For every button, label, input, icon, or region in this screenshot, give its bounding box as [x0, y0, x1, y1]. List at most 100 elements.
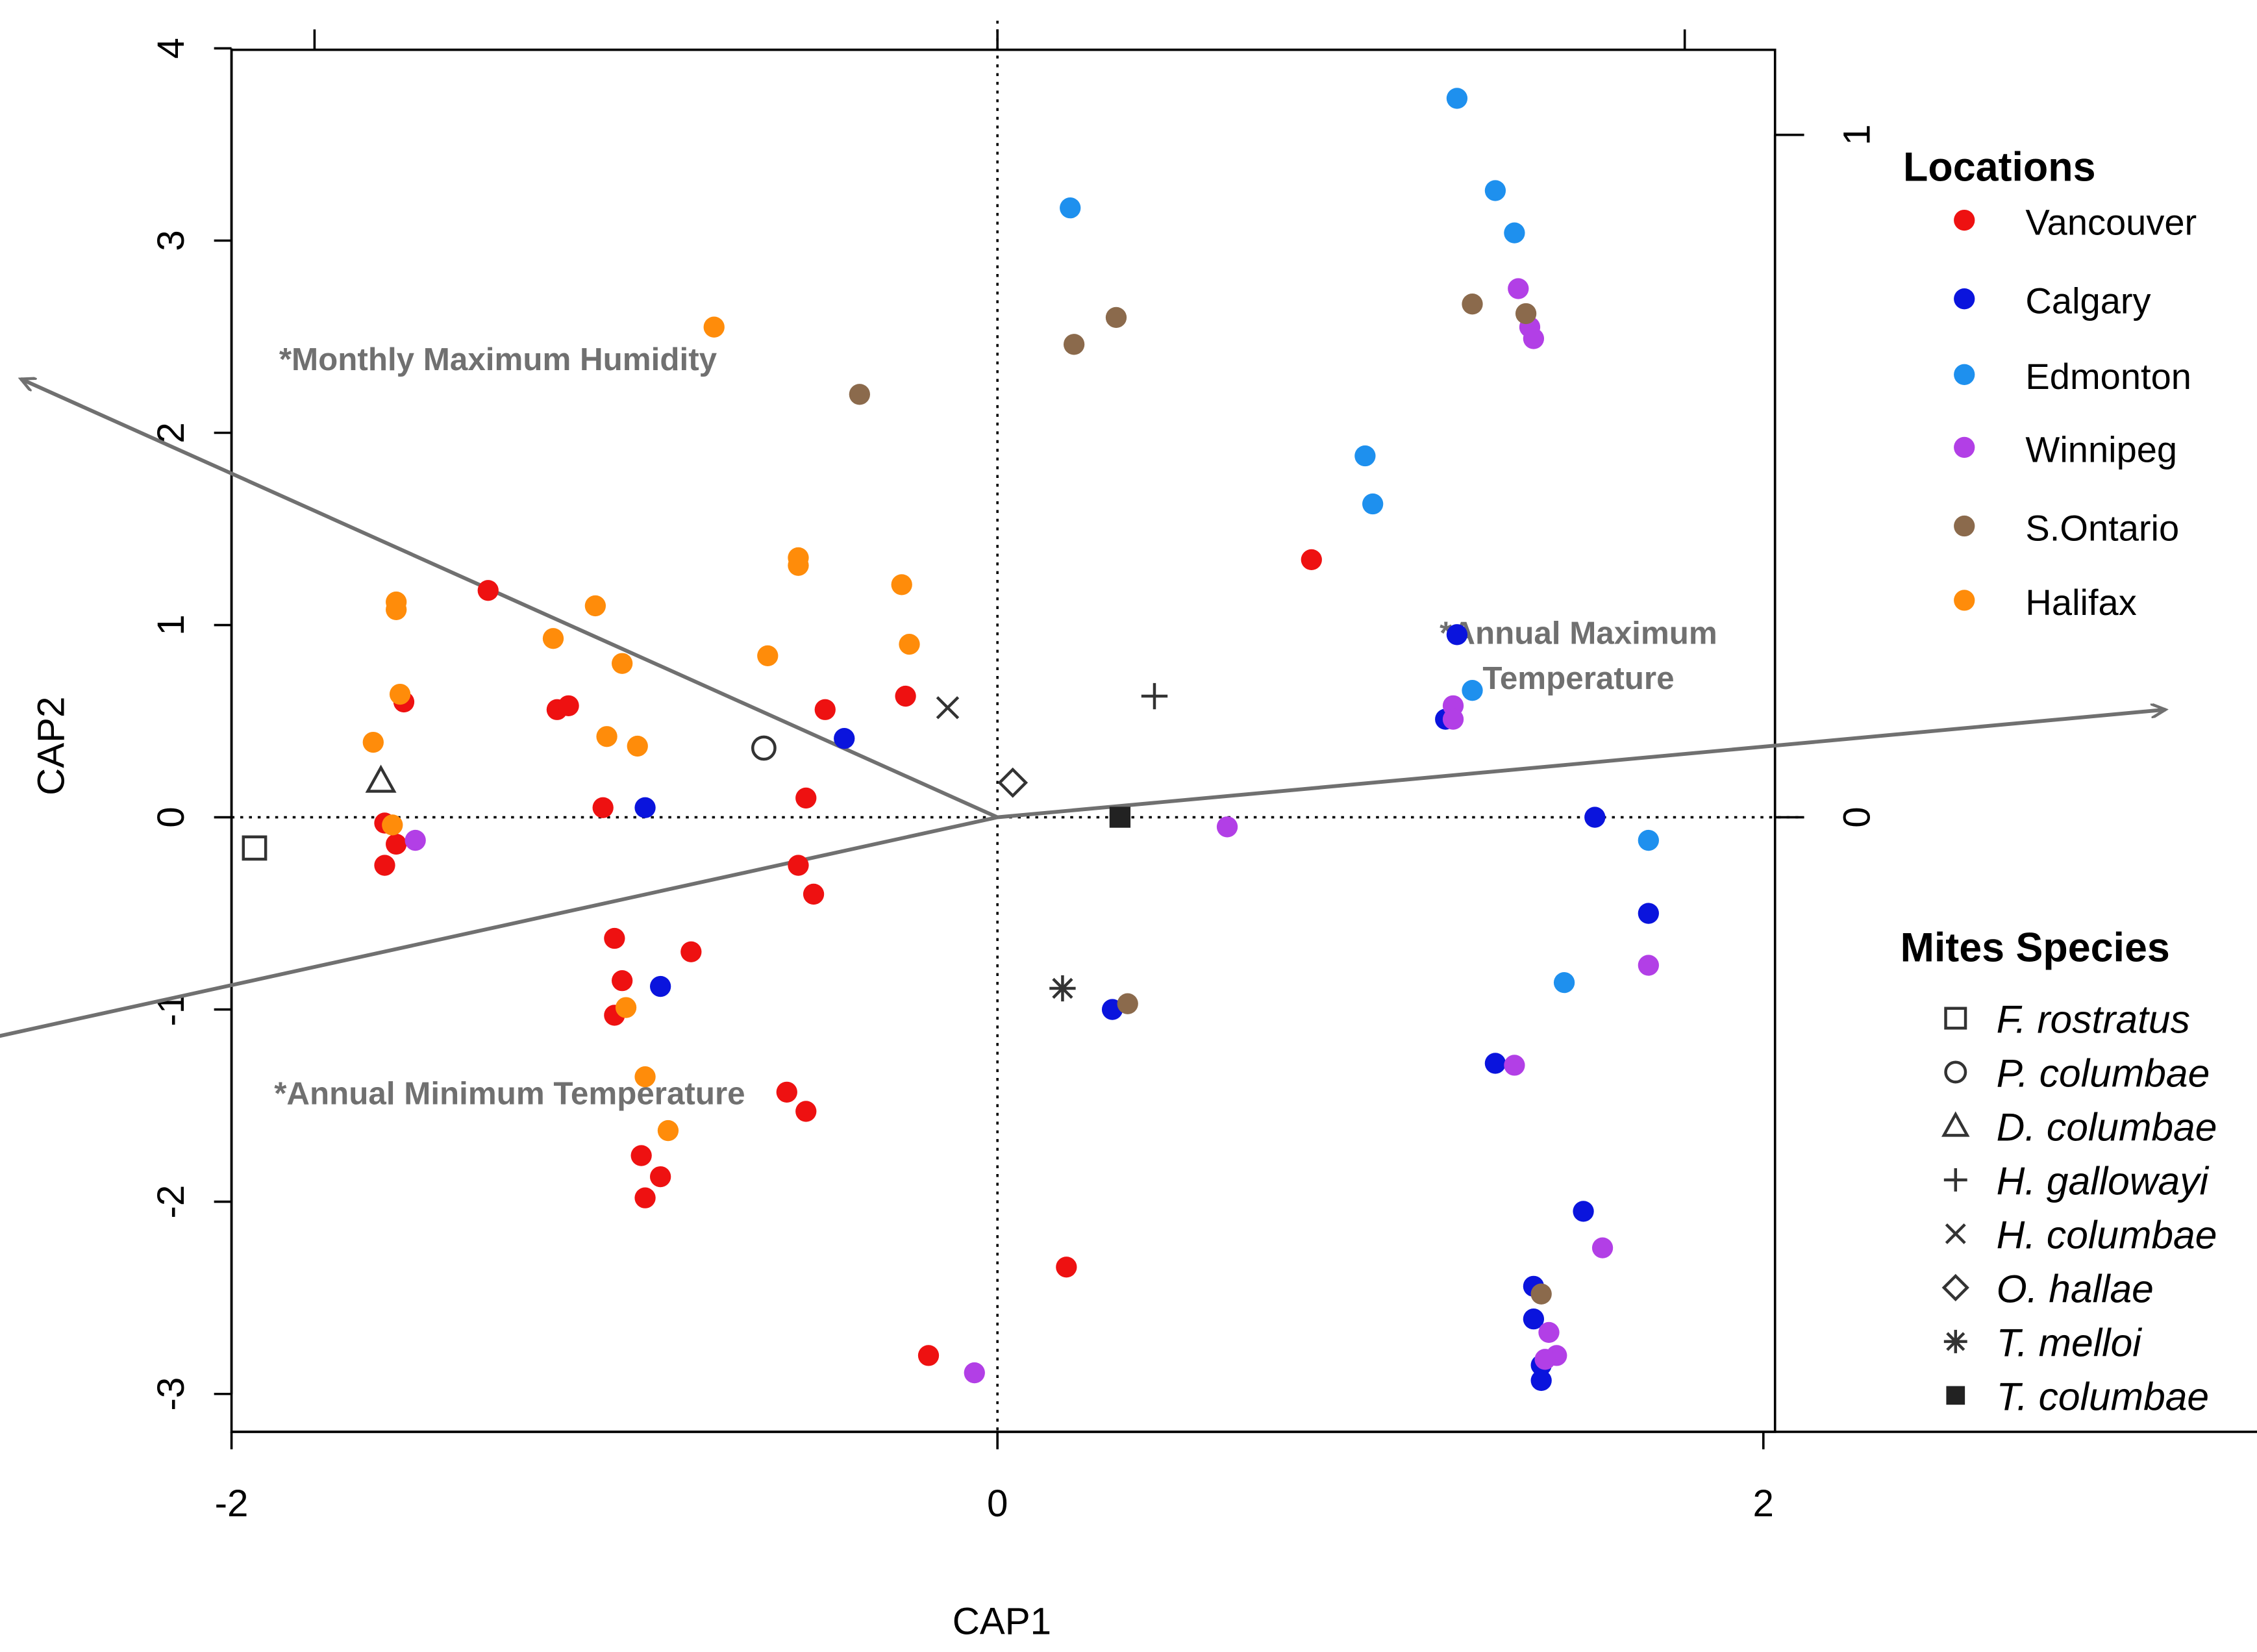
y-axis-label: CAP2: [31, 697, 73, 795]
point-vancouver: [895, 685, 916, 707]
legend-marker-d-columbae: [1941, 1111, 1970, 1137]
vector-label-line: *Monthly Maximum Humidity: [279, 342, 717, 377]
point-winnipeg: [1523, 328, 1545, 349]
point-s-ontario: [1515, 303, 1537, 325]
x-axis-label: CAP1: [953, 1601, 1051, 1643]
x-tick-label: -2: [215, 1483, 249, 1525]
legends: Locations Vancouver Calgary Edmonton Winnipe…: [1901, 145, 2217, 1419]
point-edmonton: [1354, 445, 1376, 467]
legend-marker-h-gallowayi: [1943, 1168, 1967, 1192]
legend-species-label-p-columbae: P. columbae: [1997, 1051, 2210, 1095]
species-marker-h-gallowayi: [1141, 682, 1168, 710]
legend-species-label-o-hallae: O. hallae: [1997, 1266, 2154, 1310]
point-edmonton: [1362, 493, 1384, 515]
y-tick-label: 1: [150, 614, 192, 635]
point-vancouver: [634, 1187, 656, 1208]
vector-label-monthly-maximum-humidity: *Monthly Maximum Humidity: [279, 342, 717, 377]
point-edmonton: [1638, 829, 1659, 851]
legend-marker-f-rostratus: [1944, 1007, 1967, 1030]
legend-species-label-h-columbae: H. columbae: [1997, 1212, 2217, 1257]
point-winnipeg: [1538, 1321, 1560, 1344]
point-halifax: [634, 1066, 656, 1088]
species-marker-h-columbae-shape: [936, 696, 960, 720]
species-marker-t-columbae: [1109, 807, 1131, 828]
right-axis-tick-label: 1: [1836, 124, 1878, 145]
point-s-ontario: [849, 384, 870, 405]
point-halifax: [382, 814, 403, 836]
point-halifax: [703, 316, 725, 338]
series-calgary: [634, 624, 1659, 1392]
point-winnipeg: [1638, 955, 1659, 976]
point-vancouver: [1056, 1257, 1077, 1278]
point-vancouver: [795, 787, 817, 809]
point-vancouver: [558, 695, 579, 716]
point-winnipeg: [1504, 1055, 1525, 1076]
species-marker-o-hallae: [997, 767, 1029, 798]
point-winnipeg: [405, 829, 426, 851]
vector-label-annual-maximum-temperature: *Annual Maximum Temperature: [1440, 616, 1717, 697]
point-s-ontario: [1105, 307, 1127, 329]
species-marker-o-hallae-shape: [997, 767, 1029, 798]
legend-label-winnipeg: Winnipeg: [2025, 429, 2177, 469]
legend-marker-h-columbae: [1945, 1223, 1966, 1244]
legend-label-halifax: Halifax: [2025, 582, 2136, 623]
point-calgary: [834, 728, 855, 749]
point-winnipeg: [1442, 708, 1464, 730]
point-calgary: [1584, 807, 1606, 828]
legend-species-label-f-rostratus: F. rostratus: [1997, 997, 2190, 1041]
legend-marker-d-columbae-shape: [1941, 1111, 1970, 1137]
legend-marker-t-melloi-shape: [1943, 1329, 1967, 1353]
legend-swatch-winnipeg: [1954, 436, 1975, 458]
point-edmonton: [1462, 680, 1483, 701]
point-calgary: [649, 975, 671, 997]
species-marker-t-columbae-shape: [1109, 807, 1131, 828]
point-winnipeg: [964, 1362, 985, 1384]
point-vancouver: [592, 797, 614, 818]
point-halifax: [615, 997, 637, 1018]
point-calgary: [1523, 1308, 1545, 1330]
y-tick-label: 3: [150, 230, 192, 251]
point-vancouver: [803, 883, 825, 905]
point-halifax: [788, 555, 809, 576]
legend-marker-t-columbae: [1946, 1386, 1965, 1405]
legend-marker-p-columbae-shape: [1944, 1060, 1967, 1084]
y-tick-label: -2: [150, 1185, 192, 1219]
legend-marker-h-columbae-shape: [1945, 1223, 1966, 1244]
legend-marker-h-gallowayi-shape: [1943, 1168, 1967, 1192]
point-winnipeg: [1216, 816, 1238, 838]
legend-species-label-t-columbae: T. columbae: [1997, 1374, 2210, 1418]
legend-swatch-halifax: [1954, 590, 1975, 611]
species-marker-t-melloi-shape: [1049, 975, 1076, 1002]
species-marker-p-columbae-shape: [751, 735, 777, 761]
point-halifax: [657, 1120, 679, 1142]
point-edmonton: [1484, 180, 1506, 201]
species-legend-title: Mites Species: [1901, 925, 2170, 971]
legend-swatch-calgary: [1954, 288, 1975, 310]
species-marker-f-rostratus-shape: [242, 835, 268, 861]
point-vancouver: [917, 1345, 940, 1366]
legend-swatch-edmonton: [1954, 364, 1975, 385]
species-marker-p-columbae: [751, 735, 777, 761]
point-vancouver: [776, 1081, 797, 1103]
species-marker-f-rostratus: [242, 835, 268, 861]
point-halifax: [362, 731, 384, 753]
point-s-ontario: [1063, 334, 1085, 355]
point-halifax: [386, 599, 407, 620]
point-calgary: [1573, 1201, 1594, 1222]
point-halifax: [542, 628, 564, 649]
legend-species-label-t-melloi: T. melloi: [1997, 1320, 2143, 1364]
species-marker-h-gallowayi-shape: [1141, 682, 1168, 710]
point-vancouver: [374, 855, 395, 876]
legend-label-s-ontario: S.Ontario: [2025, 507, 2179, 548]
species-marker-t-melloi: [1049, 975, 1076, 1002]
vector-label-annual-minimum-temperature: *Annual Minimum Temperature: [274, 1075, 745, 1111]
point-s-ontario: [1530, 1283, 1552, 1305]
location-points: [362, 88, 1659, 1392]
point-calgary: [1638, 903, 1659, 924]
vector-annual-maximum-temperature: [997, 710, 2165, 820]
point-halifax: [899, 633, 920, 655]
point-edmonton: [1553, 971, 1575, 994]
point-vancouver: [1301, 549, 1322, 571]
